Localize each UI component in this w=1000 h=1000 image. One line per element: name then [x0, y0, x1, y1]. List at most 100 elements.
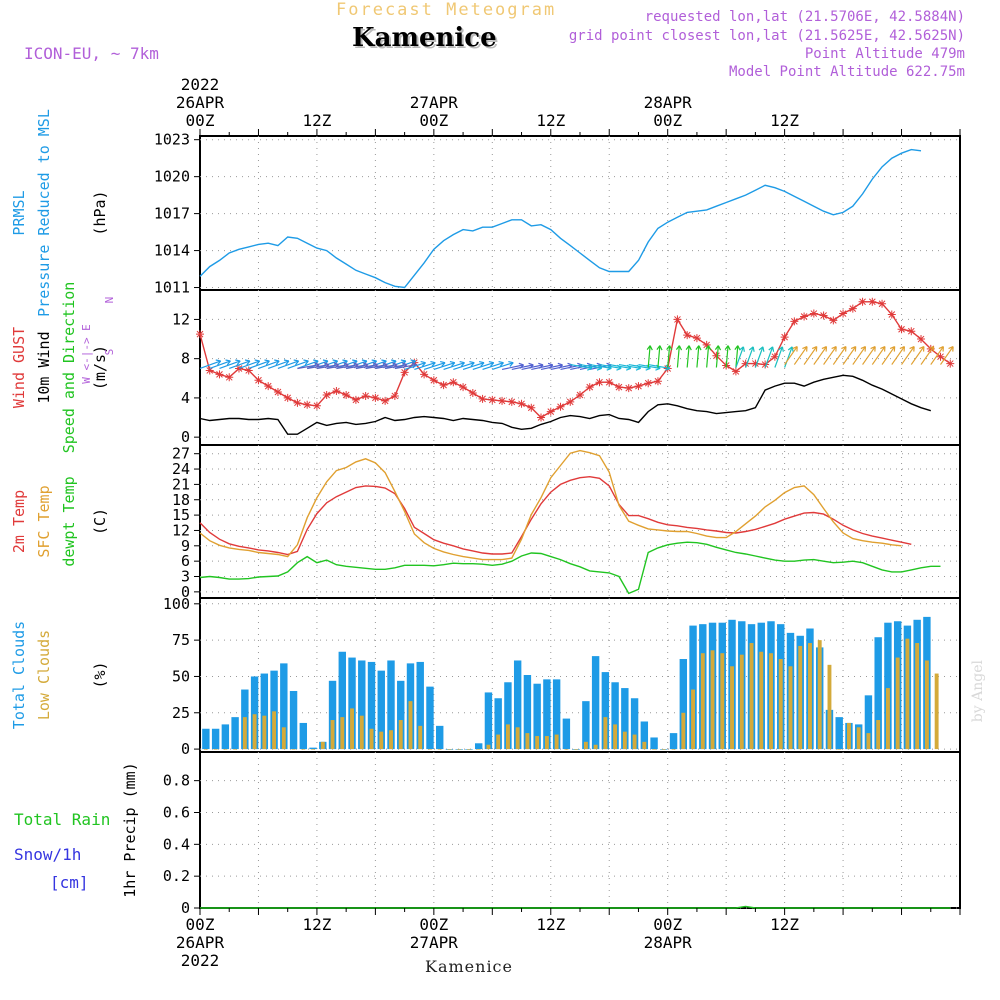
bottom-time-label: 00Z [186, 915, 215, 934]
low-cloud-bar [661, 749, 666, 750]
low-cloud-bar [223, 749, 228, 750]
low-cloud-bar [408, 701, 413, 750]
y-tick-label: 0.4 [163, 835, 190, 853]
gust-marker [780, 333, 789, 342]
wind-arrow [667, 345, 671, 368]
low-cloud-bar [515, 727, 520, 750]
bottom-time-label: 12Z [536, 915, 565, 934]
pressure-axis-title: PRMSL [10, 190, 28, 235]
wind-arrowhead [802, 345, 808, 352]
gust-marker [507, 397, 516, 406]
wind-arrowhead [313, 359, 319, 366]
temperature-axis-title: 2m Temp [10, 490, 28, 553]
wind-arrow [647, 345, 651, 368]
gust-marker [917, 335, 926, 344]
wind-arrow [414, 362, 436, 371]
wind-arrowhead [381, 359, 387, 366]
gust-marker [741, 359, 750, 368]
gust-marker [907, 327, 916, 336]
low-cloud-bar [272, 711, 277, 750]
total-cloud-bar [533, 683, 541, 750]
low-cloud-bar [905, 638, 910, 750]
wind-arrowhead [488, 360, 495, 367]
total-cloud-bar [679, 659, 688, 750]
wind-axis-title: Wind GUST [10, 327, 28, 408]
low-cloud-bar [369, 728, 374, 750]
wind-arrow [589, 363, 612, 369]
low-cloud-bar [379, 731, 384, 750]
wind-arrow [930, 346, 944, 365]
wind-arrow [297, 364, 320, 370]
y-tick-label: 1014 [154, 242, 190, 260]
wind-arrow [443, 362, 465, 371]
total-cloud-bar [202, 728, 210, 750]
gust-marker [342, 390, 351, 399]
wind-arrow [482, 362, 504, 371]
wind-arrowhead [342, 359, 348, 366]
wind-arrow [365, 364, 388, 370]
wind-arrowhead [938, 345, 944, 352]
gust-marker [595, 378, 604, 387]
total-cloud-bar [562, 718, 571, 750]
gust-marker [614, 383, 623, 392]
y-tick-label: 4 [181, 389, 190, 407]
wind-arrow [676, 345, 680, 368]
wind-arrow [803, 346, 818, 365]
pressure-panel: 1011 1014 1017 1020 1023 PRMSL Pressure Reduce… [10, 109, 961, 317]
y-tick-label: 8 [181, 350, 190, 368]
wind-arrowhead [880, 345, 886, 352]
wind-arrow [793, 346, 808, 365]
y-tick-label: 0 [181, 428, 190, 446]
low-cloud-bar [769, 653, 773, 750]
low-cloud-bar [398, 720, 403, 750]
low-cloud-bar [437, 749, 442, 750]
wind-arrowhead [274, 359, 280, 366]
wind-arrow [385, 364, 407, 370]
gust-marker [653, 377, 662, 386]
wind-arrow [852, 346, 866, 365]
wind-arrowhead [371, 359, 378, 366]
wind-arrowhead [410, 359, 417, 366]
wind-arrowhead [928, 345, 935, 352]
wind-arrow [521, 364, 544, 371]
gust-marker [634, 382, 643, 391]
wind-arrow [375, 364, 398, 370]
y-tick-label: 1023 [154, 131, 190, 149]
y-tick-label: 15 [172, 506, 190, 524]
total-cloud-bar [884, 622, 892, 750]
wind-arrowhead [860, 345, 867, 352]
gust-marker [400, 368, 409, 377]
gust-marker [566, 397, 575, 406]
wind-arrowhead [293, 359, 300, 366]
low-cloud-bar [691, 689, 695, 750]
wind-arrowhead [675, 345, 683, 351]
wind-arrowhead [695, 345, 702, 351]
wind-arrow [297, 360, 319, 370]
grid-point-location: grid point closest lon,lat (21.5625E, 42… [568, 28, 965, 44]
low-cloud-bar [476, 749, 481, 750]
bottom-time-label: 12Z [302, 915, 331, 934]
bottom-time-label: 27APR [410, 933, 459, 952]
gust-marker [478, 394, 487, 403]
wind-arrow [628, 363, 651, 369]
wind-arrow [404, 362, 426, 371]
total-cloud-bar [377, 670, 385, 750]
low-cloud-bar [486, 744, 491, 750]
clouds-axis-title: (%) [91, 661, 109, 688]
pressure-line [199, 148, 922, 289]
y-tick-label: 0 [181, 740, 190, 758]
temperature-axis-title: SFC Temp [35, 485, 53, 557]
low-cloud-bar [671, 749, 676, 750]
low-cloud-bar [924, 660, 929, 750]
wind-axis-title: 10m Wind [35, 331, 53, 403]
model-altitude: Model Point Altitude 622.75m [728, 64, 965, 80]
wind-arrow [394, 364, 417, 370]
wind-arrowhead [498, 360, 504, 367]
precip-legend-label: [cm] [50, 873, 89, 892]
bottom-time-label: 26APR [176, 933, 225, 952]
total-cloud-bar [280, 663, 288, 750]
low-cloud-bar [798, 645, 803, 750]
low-cloud-bar [895, 657, 900, 750]
total-cloud-bar [582, 701, 590, 750]
gust-marker [761, 360, 770, 369]
